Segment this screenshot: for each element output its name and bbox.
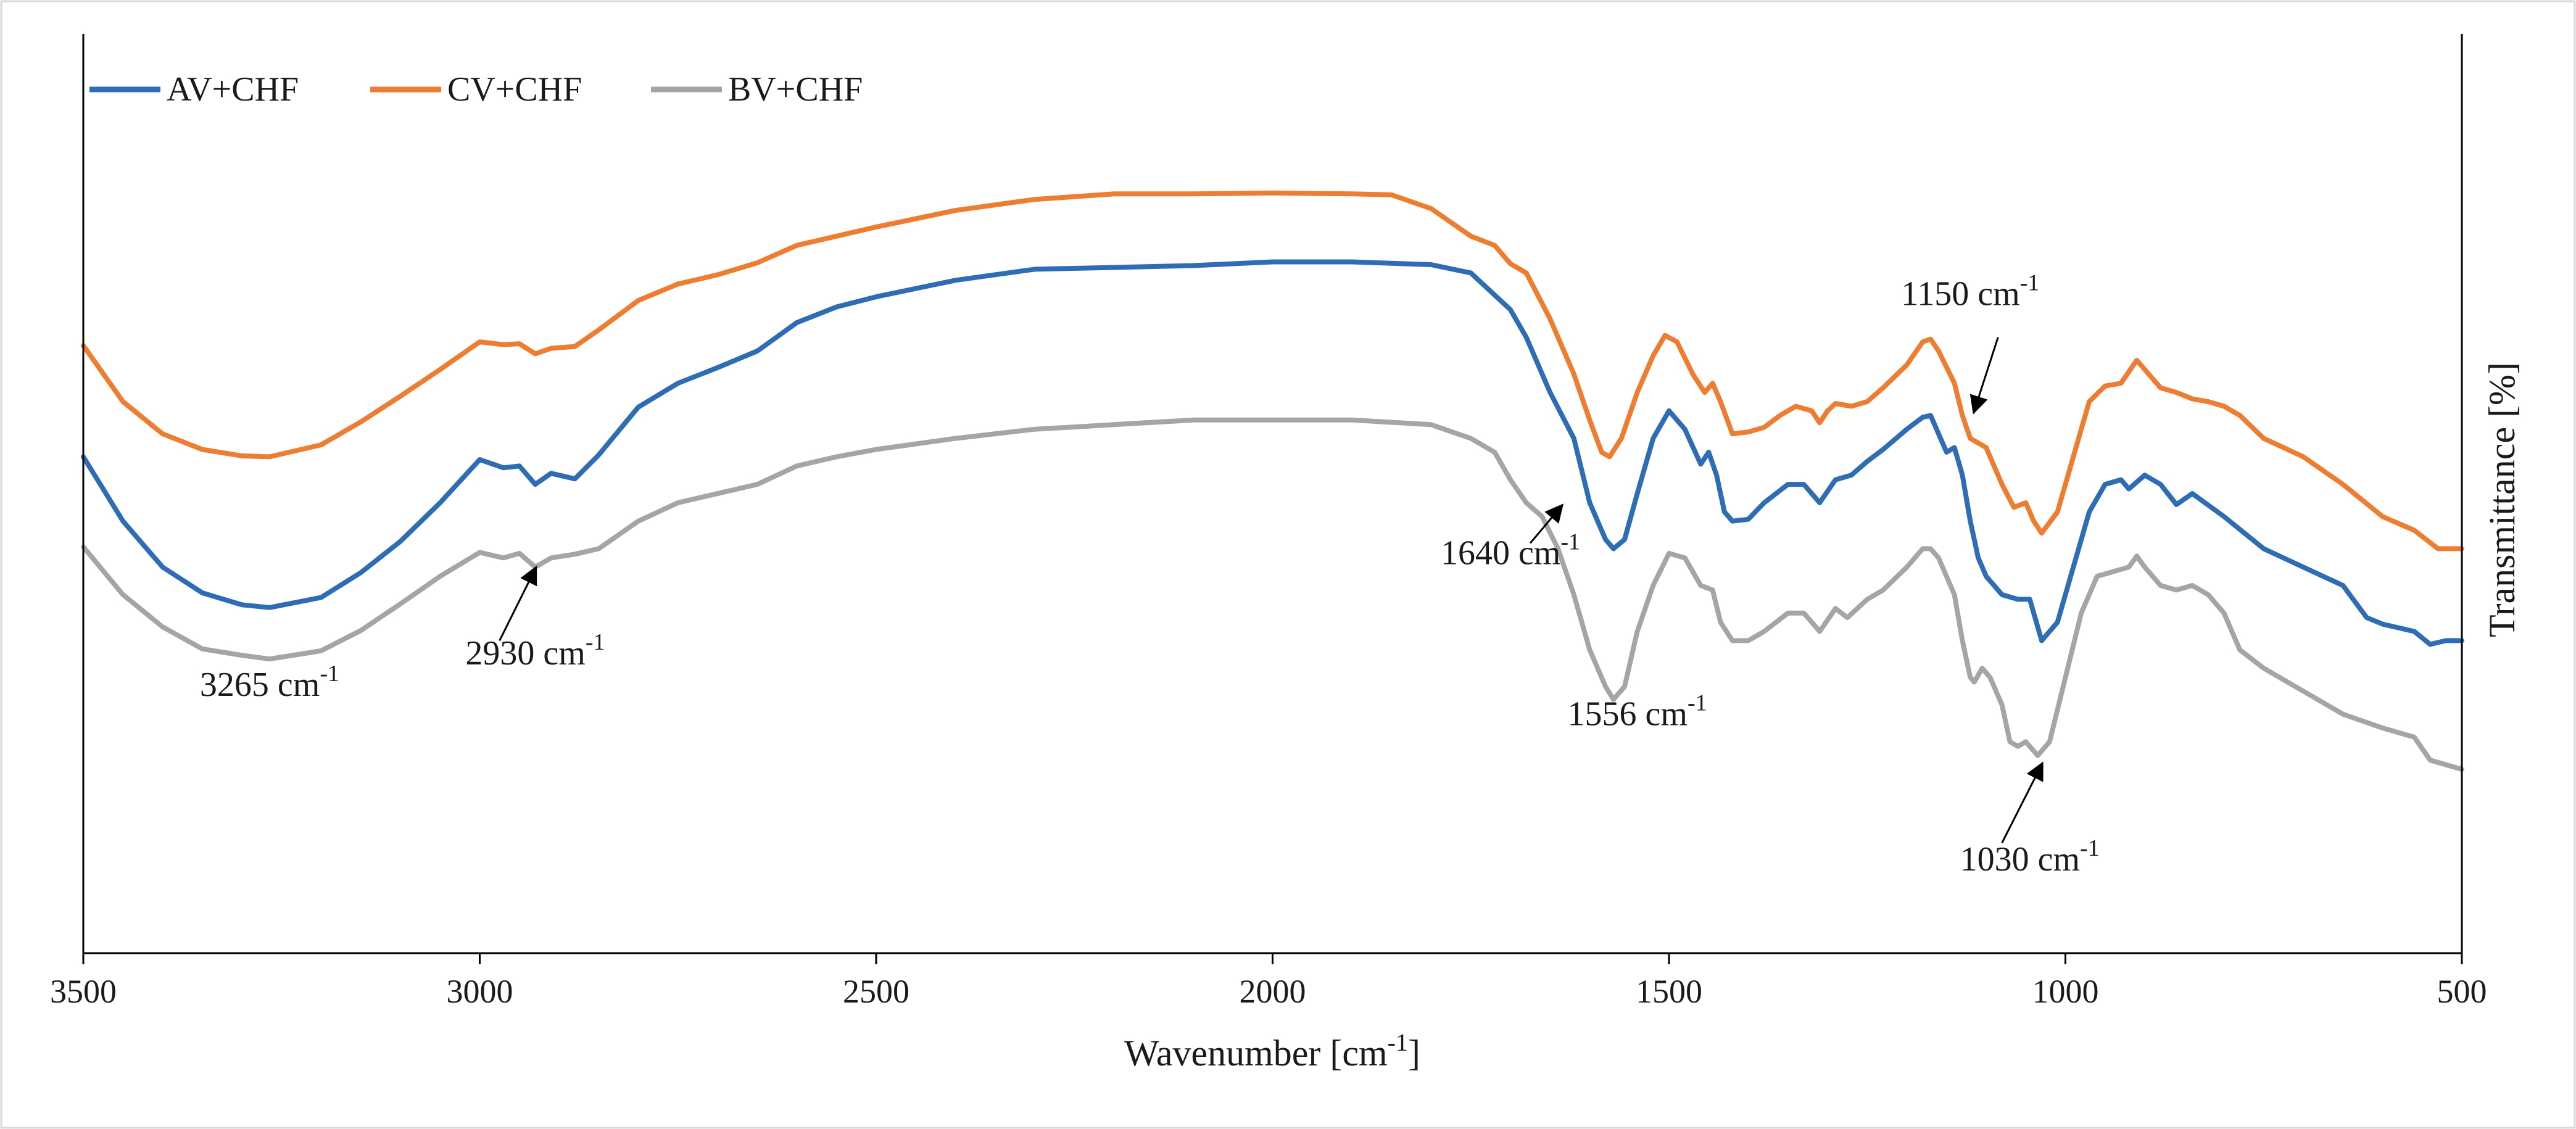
annotation-arrow [499,565,537,642]
x-axis-title-tail: ] [1408,1033,1420,1073]
annotation-label-text: 1030 cm [1960,840,2080,879]
y-axis-title: Transmittance [%] [2482,362,2522,637]
series-line-cv-chf [81,190,2464,552]
annotation-label: 1556 cm-1 [1568,690,1707,733]
annotation-label-sup: -1 [1688,690,1707,716]
annotation-label-text: 1150 cm [1901,275,2019,313]
annotation-label-text: 1640 cm [1441,534,1560,573]
annotation-label-sup: -1 [2020,270,2040,296]
annotation-arrow [1529,503,1564,544]
annotation-label-text: 1556 cm [1568,695,1688,733]
annotation-arrow [2001,761,2044,843]
series-line-av-chf [81,259,2464,647]
x-ticks: 3500 3000 2500 2000 1500 1000 500 [50,953,2487,1010]
x-tick-label: 1000 [2032,973,2099,1010]
annotation-label-sup: -1 [586,629,605,655]
annotation-label: 1030 cm-1 [1960,835,2100,879]
legend-label: AV+CHF [167,70,299,109]
annotation-label-sup: -1 [1560,529,1580,555]
annotation-label-text: 3265 cm [200,666,320,704]
x-axis-title: Wavenumber [cm-1] [1124,1028,1420,1073]
series-line-bv-chf [81,417,2464,772]
x-tick-label: 3500 [50,973,117,1010]
legend-label: CV+CHF [447,70,582,109]
x-axis-title-sup: -1 [1388,1028,1408,1056]
annotation-label: 3265 cm-1 [200,661,339,704]
legend: AV+CHF CV+CHF BV+CHF [89,70,863,109]
annotation-arrow [1969,337,1999,415]
x-tick-label: 1500 [1636,973,1702,1010]
annotation-label-text: 2930 cm [465,634,585,672]
annotation-label: 1640 cm-1 [1441,529,1580,573]
series-layer [81,190,2464,772]
annotation-label: 2930 cm-1 [465,629,605,672]
x-tick-label: 2000 [1240,973,1306,1010]
annotation-label: 1150 cm-1 [1901,270,2039,313]
annotation-label-sup: -1 [320,661,339,687]
x-tick-label: 500 [2437,973,2487,1010]
x-tick-label: 2500 [843,973,909,1010]
x-tick-label: 3000 [447,973,513,1010]
annotation-label-sup: -1 [2080,835,2100,861]
legend-label: BV+CHF [728,70,863,109]
